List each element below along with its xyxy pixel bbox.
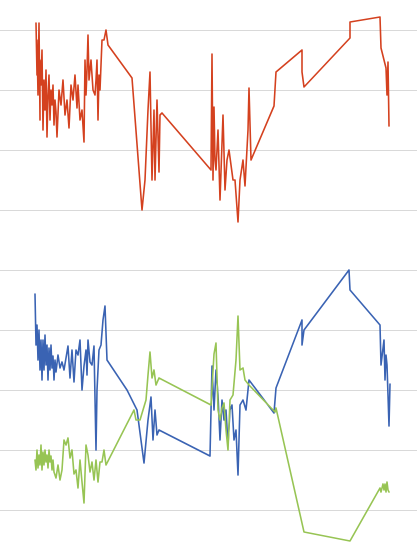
top-series-line-1 bbox=[35, 16, 390, 223]
bottom-series-group bbox=[34, 269, 391, 542]
bottom-line-chart bbox=[0, 269, 417, 542]
top-line-chart bbox=[0, 16, 417, 223]
top-series-group bbox=[35, 16, 390, 223]
bottom-series-line-2 bbox=[34, 315, 390, 542]
top-gridlines bbox=[0, 30, 417, 211]
bottom-gridlines bbox=[0, 270, 417, 511]
